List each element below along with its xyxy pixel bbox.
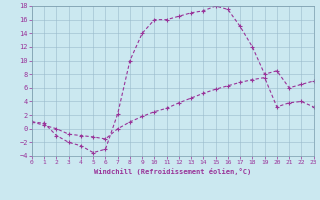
X-axis label: Windchill (Refroidissement éolien,°C): Windchill (Refroidissement éolien,°C) bbox=[94, 168, 252, 175]
